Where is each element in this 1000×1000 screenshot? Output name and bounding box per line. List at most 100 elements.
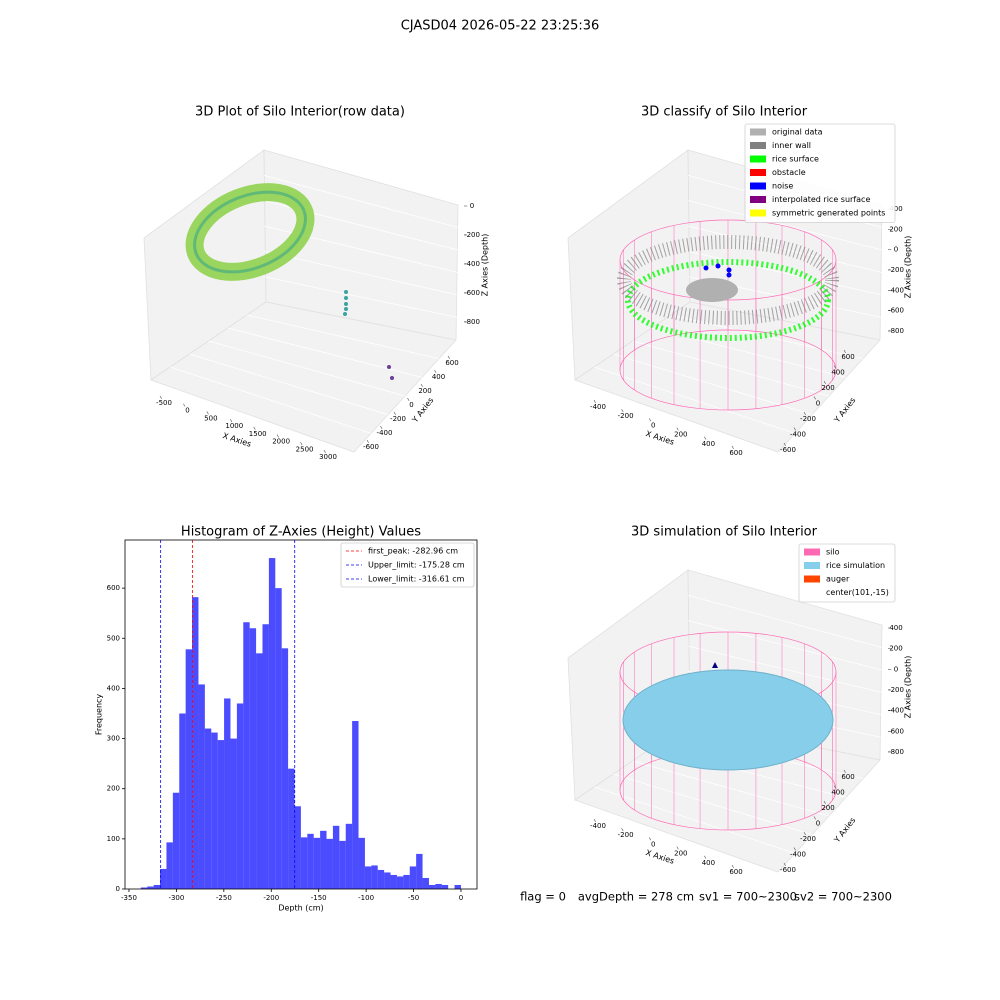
- rice-simulation: [622, 669, 834, 771]
- y-tick-label: 400: [831, 789, 844, 797]
- pane-grid: [687, 200, 883, 251]
- x-tick-label: 0: [185, 407, 189, 415]
- x-tick-label: 500: [204, 414, 217, 422]
- x-tick-label: 400: [702, 440, 715, 448]
- bar: [140, 887, 148, 889]
- bar: [326, 838, 333, 889]
- z-tick-label: -400: [888, 707, 904, 715]
- y-tick-label: -600: [780, 446, 796, 454]
- x-tick: [676, 427, 679, 431]
- noise-point: [726, 272, 732, 278]
- bar: [352, 721, 359, 889]
- y-tick-label: -400: [790, 431, 806, 439]
- x-tick-label: 600: [729, 449, 742, 457]
- legend-swatch: [750, 196, 766, 203]
- silo-top: [619, 219, 837, 301]
- x-tick-label: -400: [590, 403, 606, 411]
- x-tick-label: -150: [311, 894, 327, 902]
- bar: [224, 698, 231, 889]
- bar: [230, 738, 237, 889]
- auger: [712, 662, 718, 668]
- y-tick-label: 200: [107, 785, 120, 793]
- x-tick: [300, 442, 303, 446]
- legend-label: rice simulation: [826, 561, 885, 570]
- z-tick-label: 0: [470, 202, 474, 210]
- legend-swatch: [750, 169, 766, 176]
- x-tick: [621, 409, 624, 413]
- x-tick-label: 200: [674, 431, 687, 439]
- x-tick: [183, 403, 186, 407]
- x-axis-label: X Axies: [645, 848, 676, 866]
- legend-box: [340, 542, 475, 588]
- legend-label: center(101,-15): [826, 588, 889, 597]
- figure-title: CJASD04 2026-05-22 23:25:36: [401, 19, 600, 34]
- y-tick: [380, 425, 383, 429]
- bar: [281, 648, 289, 889]
- bar: [211, 732, 218, 889]
- y-tick: [793, 427, 796, 431]
- x-tick-label: -500: [156, 399, 172, 407]
- status-text: sv1 = 700~2300: [699, 890, 797, 904]
- noise-point: [715, 263, 721, 269]
- y-tick: [813, 396, 816, 400]
- legend-label: silo: [826, 548, 840, 557]
- pane-grid: [687, 620, 883, 671]
- y-tick: [843, 349, 846, 353]
- bar: [160, 868, 167, 889]
- x-tick-label: -300: [168, 894, 184, 902]
- point-cloud: [193, 190, 307, 274]
- x-axis-label: X Axies: [645, 429, 676, 447]
- bar: [396, 876, 404, 889]
- bar: [422, 877, 429, 889]
- legend-swatch: [804, 548, 820, 556]
- z-tick-label: -800: [464, 318, 480, 326]
- legend-label: inner wall: [772, 141, 811, 150]
- bar: [217, 740, 225, 889]
- y-tick-label: 0: [816, 820, 820, 828]
- plot-frame: [124, 539, 478, 890]
- pane-grid: [613, 353, 813, 416]
- z-tick-label: -600: [888, 727, 904, 735]
- y-tick-label: 600: [445, 359, 458, 367]
- x-tick: [731, 864, 734, 868]
- legend-swatch: [750, 209, 766, 217]
- y-tick-label: -200: [390, 415, 406, 423]
- bar: [409, 866, 417, 889]
- x-tick: [648, 418, 652, 422]
- x-tick-label: -250: [216, 894, 232, 902]
- z-tick-label: -200: [464, 231, 480, 239]
- bar: [198, 684, 205, 889]
- z-tick-label: -800: [888, 748, 904, 756]
- x-tick-label: -200: [618, 831, 634, 839]
- y-tick-label: 600: [841, 353, 854, 361]
- pane-grid: [263, 174, 459, 228]
- z-axis-label: Z Axies (Depth): [904, 236, 913, 299]
- bar: [345, 823, 353, 889]
- point: [344, 307, 348, 311]
- y-tick-label: -200: [800, 835, 816, 843]
- z-tick-label: -600: [464, 289, 480, 297]
- chart-title: 3D Plot of Silo Interior(row data): [195, 105, 405, 120]
- inner-wall: [617, 235, 839, 325]
- x-tick: [704, 436, 707, 440]
- legend-label: Upper_limit: -175.28 cm: [368, 561, 465, 570]
- x-tick: [206, 411, 209, 415]
- status-text: sv2 = 700~2300: [794, 890, 892, 904]
- y-tick: [783, 862, 786, 866]
- bar: [416, 853, 423, 889]
- pane-grid: [687, 594, 883, 648]
- pane-grid: [227, 327, 423, 378]
- bar: [403, 874, 410, 889]
- y-tick-label: -400: [790, 851, 806, 859]
- x-tick: [253, 426, 256, 430]
- bar: [371, 865, 378, 889]
- y-tick: [793, 847, 796, 851]
- y-tick: [833, 365, 836, 369]
- legend-label: auger: [826, 575, 850, 584]
- bar: [192, 597, 199, 889]
- point: [387, 365, 391, 369]
- x-tick-label: 3000: [319, 453, 337, 461]
- y-tick-label: 600: [107, 584, 120, 592]
- x-tick: [731, 445, 734, 449]
